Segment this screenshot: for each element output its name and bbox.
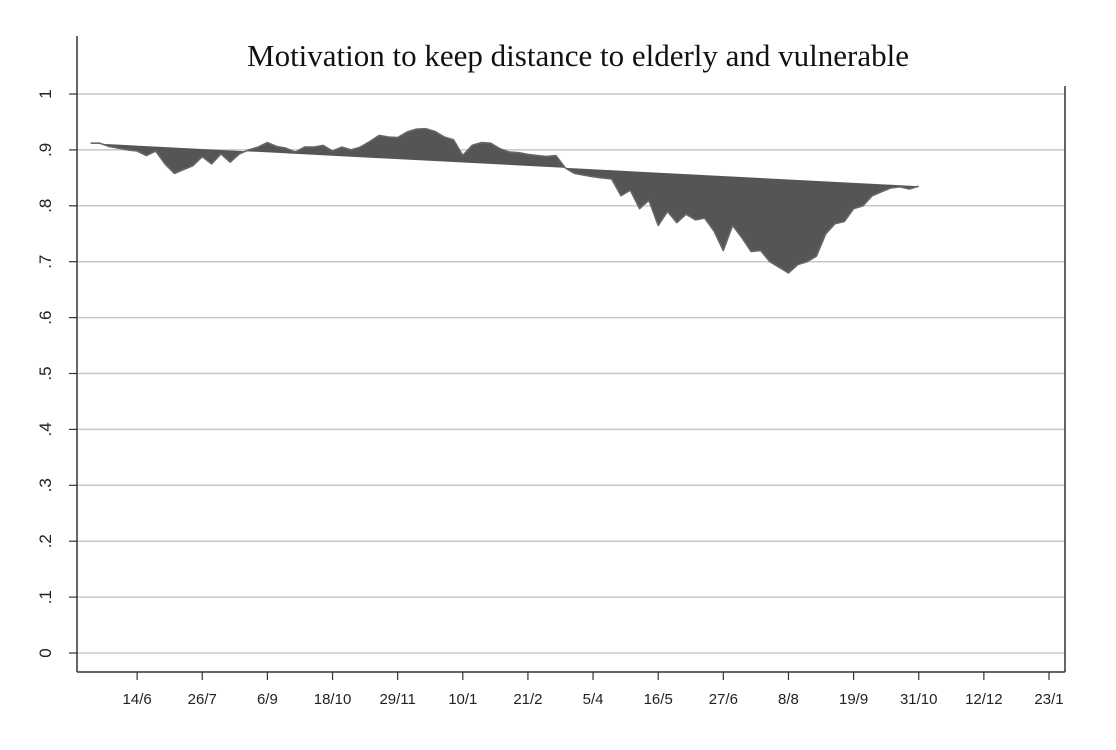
y-tick-label: 0 — [36, 648, 55, 657]
x-tick-label: 31/10 — [900, 691, 938, 708]
x-tick-label: 29/11 — [379, 691, 415, 708]
x-tick-label: 5/4 — [583, 691, 604, 708]
gridlines — [77, 93, 1065, 654]
y-tick-label: .7 — [36, 255, 55, 269]
x-tick-label: 10/1 — [448, 691, 477, 708]
x-tick-label: 19/9 — [839, 691, 868, 708]
y-tick-label: .8 — [36, 199, 55, 213]
x-tick-label: 27/6 — [709, 691, 738, 708]
y-tick-label: .1 — [36, 590, 55, 604]
y-tick-label: .6 — [36, 311, 55, 325]
y-tick-label: .9 — [36, 143, 55, 157]
x-tick-label: 8/8 — [778, 691, 799, 708]
x-tick-label: 6/9 — [257, 691, 278, 708]
x-tick-label: 12/12 — [965, 691, 1003, 708]
x-axis-ticks: 14/6 26/7 6/9 18/10 29/11 10/1 21/2 5/4 16/5 27/6… — [123, 672, 1064, 708]
y-axis-ticks: 0 .1 .2 .3 .4 .5 .6 .7 .8 .9 1 — [36, 89, 77, 658]
x-tick-label: 16/5 — [644, 691, 673, 708]
x-tick-label: 23/1 — [1034, 691, 1063, 708]
chart-title: Motivation to keep distance to elderly a… — [247, 38, 909, 73]
x-tick-label: 14/6 — [123, 691, 152, 708]
series-confidence-band — [90, 127, 919, 274]
x-tick-label: 26/7 — [188, 691, 217, 708]
y-tick-label: .4 — [36, 422, 55, 436]
y-tick-label: .5 — [36, 366, 55, 380]
series-band-layer — [90, 127, 919, 274]
x-tick-label: 18/10 — [314, 691, 352, 708]
x-tick-label: 21/2 — [513, 691, 542, 708]
y-tick-label: .3 — [36, 478, 55, 492]
y-tick-label: 1 — [36, 89, 55, 98]
y-tick-label: .2 — [36, 534, 55, 548]
